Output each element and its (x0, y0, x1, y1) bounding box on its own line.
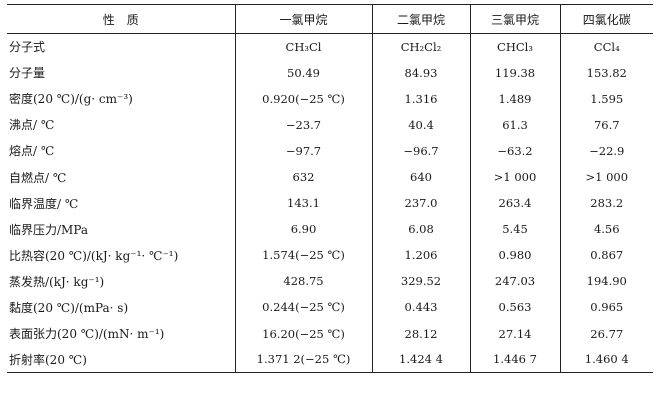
cell-property: 临界压力/MPa (9, 222, 89, 237)
cell-trichloromethane: 0.980 (469, 242, 560, 269)
cell-trichloromethane: 61.3 (469, 111, 560, 138)
cell-trichloromethane: 1.446 7 (469, 346, 560, 374)
cell-chloromethane: 50.49 (234, 59, 372, 86)
table-row: 熔点/ ℃ −97.7 −96.7 −63.2 −22.9 (7, 137, 653, 164)
header-dichloromethane: 二氯甲烷 (371, 4, 470, 34)
cell-property: 蒸发热/(kJ· kg⁻¹) (9, 274, 105, 289)
cell-property: 临界温度/ ℃ (9, 196, 79, 211)
header-trichloromethane: 三氯甲烷 (469, 4, 560, 34)
cell-carbon-tetrachloride: 194.90 (559, 268, 653, 295)
cell-chloromethane: 1.371 2(−25 ℃) (234, 346, 372, 374)
cell-chloromethane: −23.7 (234, 111, 372, 138)
cell-carbon-tetrachloride: 153.82 (559, 59, 653, 86)
cell-trichloromethane: CHCl₃ (469, 33, 560, 60)
cell-chloromethane: 0.244(−25 ℃) (234, 294, 372, 321)
cell-chloromethane: 0.920(−25 ℃) (234, 85, 372, 112)
cell-trichloromethane: 5.45 (469, 216, 560, 243)
cell-carbon-tetrachloride: 4.56 (559, 216, 653, 243)
cell-dichloromethane: 0.443 (371, 294, 470, 321)
table-body: 分子式 CH₃Cl CH₂Cl₂ CHCl₃ CCl₄ 分子量 50.49 84.93 119.… (7, 33, 653, 374)
cell-property: 沸点/ ℃ (9, 118, 55, 133)
cell-trichloromethane: 27.14 (469, 320, 560, 347)
cell-chloromethane: 428.75 (234, 268, 372, 295)
cell-property: 表面张力(20 ℃)/(mN· m⁻¹) (9, 327, 165, 342)
cell-dichloromethane: 1.316 (371, 85, 470, 112)
cell-trichloromethane: −63.2 (469, 137, 560, 164)
cell-carbon-tetrachloride: 0.867 (559, 242, 653, 269)
cell-property: 分子式 (9, 40, 46, 55)
cell-chloromethane: 1.574(−25 ℃) (234, 242, 372, 269)
cell-carbon-tetrachloride: 1.595 (559, 85, 653, 112)
header-row: 性 质 一氯甲烷 二氯甲烷 三氯甲烷 四氯化碳 (7, 4, 653, 34)
cell-dichloromethane: CH₂Cl₂ (371, 33, 470, 60)
properties-table-container: 性 质 一氯甲烷 二氯甲烷 三氯甲烷 四氯化碳 分子式 CH₃Cl CH₂Cl₂ CH… (7, 4, 653, 374)
table-row: 临界压力/MPa 6.90 6.08 5.45 4.56 (7, 216, 653, 243)
cell-property: 比热容(20 ℃)/(kJ· kg⁻¹· ℃⁻¹) (9, 248, 179, 263)
cell-property: 密度(20 ℃)/(g· cm⁻³) (9, 92, 133, 107)
cell-trichloromethane: 247.03 (469, 268, 560, 295)
header-carbon-tetrachloride: 四氯化碳 (559, 4, 653, 34)
header-chloromethane: 一氯甲烷 (234, 4, 372, 34)
cell-property: 自燃点/ ℃ (9, 170, 67, 185)
cell-carbon-tetrachloride: >1 000 (559, 163, 653, 191)
cell-dichloromethane: 40.4 (371, 111, 470, 138)
cell-chloromethane: 632 (234, 163, 372, 191)
cell-dichloromethane: 329.52 (371, 268, 470, 295)
cell-dichloromethane: 1.424 4 (371, 346, 470, 374)
table-header: 性 质 一氯甲烷 二氯甲烷 三氯甲烷 四氯化碳 (7, 4, 653, 34)
cell-trichloromethane: >1 000 (469, 163, 560, 191)
cell-dichloromethane: 237.0 (371, 190, 470, 217)
cell-chloromethane: 16.20(−25 ℃) (234, 320, 372, 347)
table-row: 分子式 CH₃Cl CH₂Cl₂ CHCl₃ CCl₄ (7, 33, 653, 60)
cell-chloromethane: CH₃Cl (234, 33, 372, 60)
table-row: 临界温度/ ℃ 143.1 237.0 263.4 283.2 (7, 190, 653, 217)
table-row: 自燃点/ ℃ 632 640 >1 000 >1 000 (7, 163, 653, 191)
cell-chloromethane: −97.7 (234, 137, 372, 164)
cell-property: 黏度(20 ℃)/(mPa· s) (9, 300, 129, 315)
header-property: 性 质 (7, 4, 235, 34)
cell-carbon-tetrachloride: 0.965 (559, 294, 653, 321)
table-row: 蒸发热/(kJ· kg⁻¹) 428.75 329.52 247.03 194.90 (7, 268, 653, 295)
table-row: 表面张力(20 ℃)/(mN· m⁻¹) 16.20(−25 ℃) 28.12 27.… (7, 320, 653, 347)
cell-property: 分子量 (9, 66, 46, 81)
cell-trichloromethane: 119.38 (469, 59, 560, 86)
cell-carbon-tetrachloride: CCl₄ (559, 33, 653, 60)
cell-dichloromethane: 84.93 (371, 59, 470, 86)
table-row: 沸点/ ℃ −23.7 40.4 61.3 76.7 (7, 111, 653, 138)
cell-trichloromethane: 263.4 (469, 190, 560, 217)
cell-chloromethane: 143.1 (234, 190, 372, 217)
cell-carbon-tetrachloride: 283.2 (559, 190, 653, 217)
cell-dichloromethane: −96.7 (371, 137, 470, 164)
table-row: 分子量 50.49 84.93 119.38 153.82 (7, 59, 653, 86)
cell-carbon-tetrachloride: 1.460 4 (559, 346, 653, 374)
cell-property: 折射率(20 ℃) (7, 346, 235, 374)
cell-dichloromethane: 640 (371, 163, 470, 191)
cell-carbon-tetrachloride: 26.77 (559, 320, 653, 347)
cell-dichloromethane: 6.08 (371, 216, 470, 243)
cell-carbon-tetrachloride: −22.9 (559, 137, 653, 164)
cell-chloromethane: 6.90 (234, 216, 372, 243)
cell-trichloromethane: 1.489 (469, 85, 560, 112)
cell-trichloromethane: 0.563 (469, 294, 560, 321)
chloromethanes-properties-table: 性 质 一氯甲烷 二氯甲烷 三氯甲烷 四氯化碳 分子式 CH₃Cl CH₂Cl₂ CH… (7, 4, 653, 374)
cell-dichloromethane: 28.12 (371, 320, 470, 347)
table-row: 黏度(20 ℃)/(mPa· s) 0.244(−25 ℃) 0.443 0.563 0… (7, 294, 653, 321)
cell-carbon-tetrachloride: 76.7 (559, 111, 653, 138)
table-row: 折射率(20 ℃) 1.371 2(−25 ℃) 1.424 4 1.446 7 1.4… (7, 346, 653, 374)
cell-property: 熔点/ ℃ (9, 144, 55, 159)
table-row: 密度(20 ℃)/(g· cm⁻³) 0.920(−25 ℃) 1.316 1.489… (7, 85, 653, 112)
table-row: 比热容(20 ℃)/(kJ· kg⁻¹· ℃⁻¹) 1.574(−25 ℃) 1.2… (7, 242, 653, 269)
cell-dichloromethane: 1.206 (371, 242, 470, 269)
